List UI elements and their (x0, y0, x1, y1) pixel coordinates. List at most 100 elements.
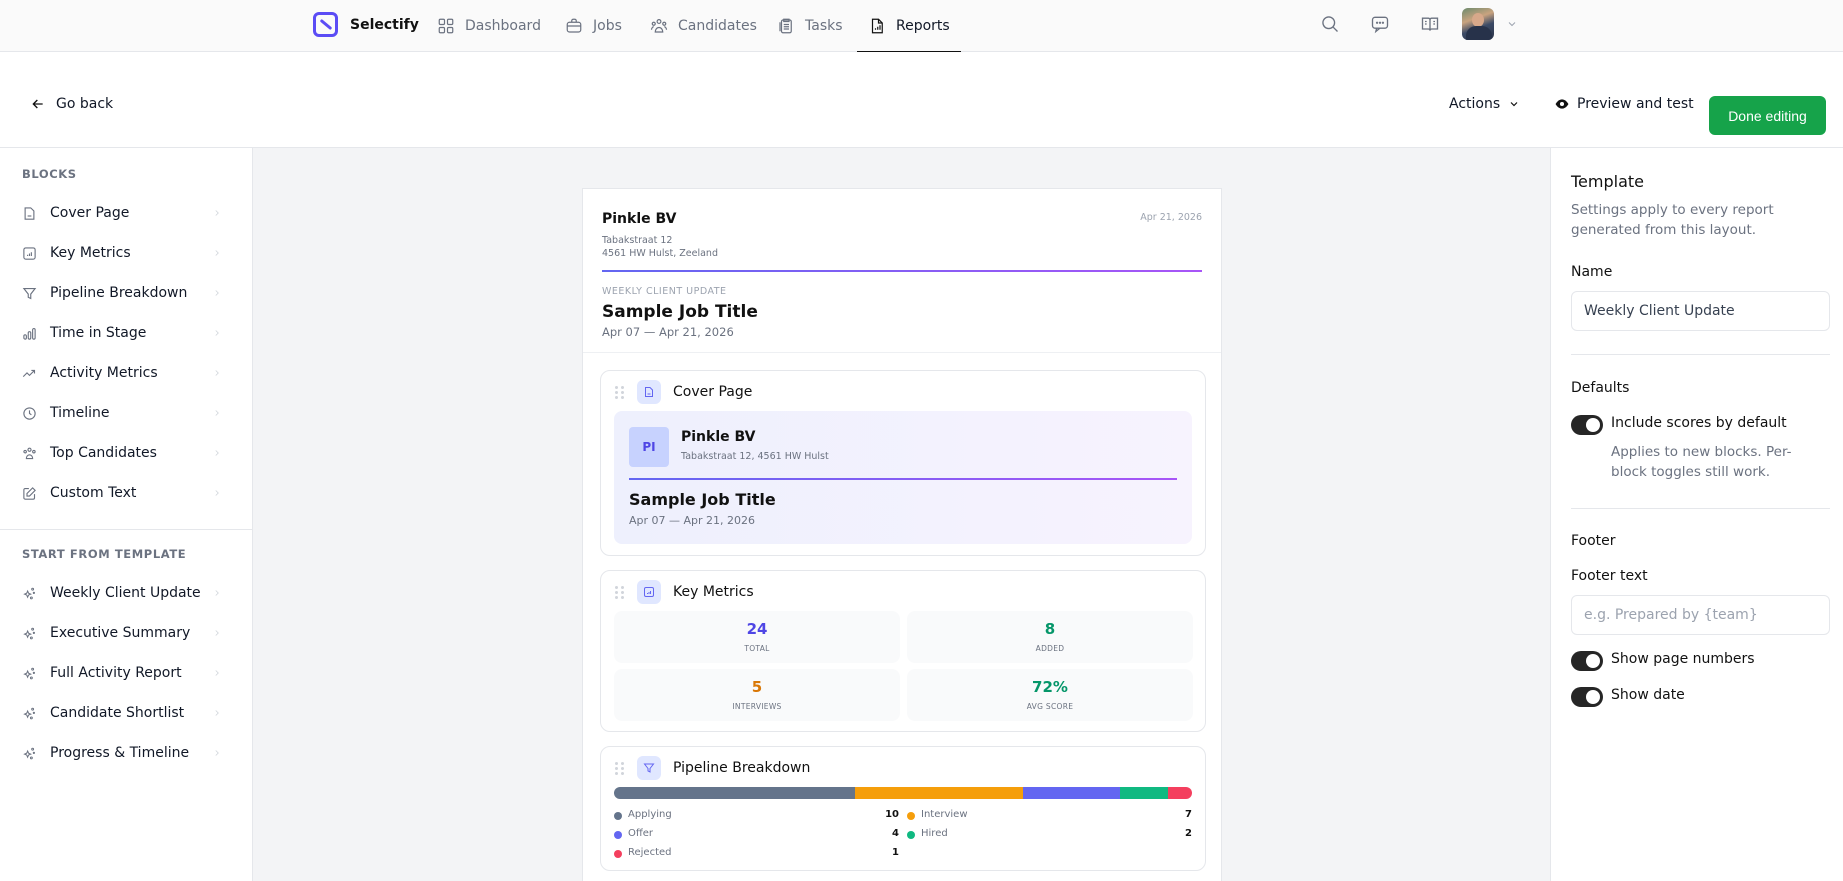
block-cover-page[interactable]: Cover Page PI Pinkle BV Tabakstraat 12, … (600, 370, 1206, 556)
go-back-label: Go back (56, 96, 114, 112)
blocks-section-title: BLOCKS (22, 167, 77, 181)
show-page-numbers-toggle[interactable] (1571, 651, 1603, 671)
blocks-sidebar: BLOCKS Cover Page Key Metrics Pipeline B… (0, 148, 253, 881)
legend-hired: Hired 2 (907, 828, 1192, 842)
gradient-divider (629, 478, 1177, 480)
include-scores-toggle[interactable] (1571, 415, 1603, 435)
header-separator (583, 352, 1221, 353)
template-executive-summary[interactable]: Executive Summary (0, 613, 253, 653)
include-scores-label: Include scores by default (1611, 415, 1787, 431)
sparkle-icon (23, 747, 35, 759)
report-title: Sample Job Title (602, 302, 758, 322)
cover-address: Tabakstraat 12, 4561 HW Hulst (681, 451, 829, 462)
drag-handle-icon[interactable] (615, 762, 625, 776)
sidebar-item-top-candidates[interactable]: Top Candidates (0, 433, 253, 473)
legend-offer: Offer 4 (614, 828, 899, 842)
chevron-right-icon (215, 330, 219, 336)
legend-applying: Applying 10 (614, 809, 899, 823)
block-pipeline-breakdown[interactable]: Pipeline Breakdown Applying 10 Interview 7… (600, 746, 1206, 871)
metric-avg-score: 72% AVG SCORE (907, 669, 1193, 721)
sidebar-item-custom-text[interactable]: Custom Text (0, 473, 253, 513)
template-weekly-client-update[interactable]: Weekly Client Update (0, 573, 253, 613)
chevron-right-icon (215, 370, 219, 376)
template-name-input[interactable] (1571, 291, 1830, 331)
chat-icon[interactable] (1370, 14, 1390, 34)
metric-added: 8 ADDED (907, 611, 1193, 663)
actions-label: Actions (1449, 96, 1501, 112)
sidebar-item-timeline[interactable]: Timeline (0, 393, 253, 433)
sidebar-item-time-in-stage[interactable]: Time in Stage (0, 313, 253, 353)
bar-applying (614, 787, 855, 799)
drag-handle-icon[interactable] (615, 386, 625, 400)
drag-handle-icon[interactable] (615, 586, 625, 600)
sidebar-divider (0, 529, 253, 530)
block-key-metrics[interactable]: Key Metrics 24 TOTAL 8 ADDED 5 INTERVIEW… (600, 570, 1206, 732)
nav-dashboard[interactable]: Dashboard (437, 0, 541, 52)
include-scores-help: Applies to new blocks. Per-block toggles… (1611, 444, 1792, 480)
template-progress-timeline[interactable]: Progress & Timeline (0, 733, 253, 773)
company-initials: PI (629, 427, 669, 467)
chevron-right-icon (215, 290, 219, 296)
go-back-button[interactable]: Go back (30, 96, 113, 112)
brand-name: Selectify (350, 16, 419, 33)
metric-total: 24 TOTAL (614, 611, 900, 663)
nav-jobs[interactable]: Jobs (565, 0, 622, 52)
search-icon[interactable] (1320, 14, 1340, 34)
template-candidate-shortlist[interactable]: Candidate Shortlist (0, 693, 253, 733)
report-file-icon (871, 18, 883, 34)
bar-hired (1119, 787, 1168, 799)
sidebar-item-cover-page[interactable]: Cover Page (0, 193, 253, 233)
chevron-right-icon (215, 630, 219, 636)
show-page-numbers-label: Show page numbers (1611, 651, 1755, 667)
users-icon (23, 447, 36, 459)
show-date-toggle[interactable] (1571, 687, 1603, 707)
pipeline-stacked-bar (614, 787, 1192, 799)
name-label: Name (1571, 264, 1613, 280)
chevron-right-icon (215, 670, 219, 676)
chevron-right-icon (215, 250, 219, 256)
edit-icon (23, 486, 36, 500)
done-editing-button[interactable]: Done editing (1709, 96, 1826, 135)
arrow-left-icon (32, 99, 43, 109)
nav-label: Dashboard (465, 18, 541, 34)
clipboard-icon (779, 18, 792, 34)
sidebar-item-pipeline-breakdown[interactable]: Pipeline Breakdown (0, 273, 253, 313)
sidebar-item-key-metrics[interactable]: Key Metrics (0, 233, 253, 273)
chevron-right-icon (215, 210, 219, 216)
trending-up-icon (22, 369, 36, 377)
sparkle-icon (23, 587, 35, 599)
sparkle-icon (23, 627, 35, 639)
top-nav: Selectify Dashboard Jobs Candidates Task… (0, 0, 1843, 53)
bar-chart-icon (23, 327, 36, 340)
block-title: Key Metrics (673, 584, 754, 600)
nav-tasks[interactable]: Tasks (777, 0, 843, 52)
footer-text-input[interactable] (1571, 595, 1830, 635)
funnel-icon (637, 756, 661, 780)
chevron-right-icon (215, 410, 219, 416)
grid-icon (438, 18, 454, 34)
block-title: Pipeline Breakdown (673, 760, 811, 776)
eye-icon (1555, 99, 1569, 109)
book-icon[interactable] (1420, 14, 1440, 34)
report-date: Apr 21, 2026 (1140, 212, 1202, 223)
chevron-down-icon[interactable] (1506, 18, 1518, 30)
panel-title: Template (1571, 172, 1645, 191)
actions-dropdown[interactable]: Actions (1449, 96, 1520, 112)
nav-candidates[interactable]: Candidates (650, 0, 757, 52)
nav-reports[interactable]: Reports (857, 0, 961, 53)
sidebar-item-activity-metrics[interactable]: Activity Metrics (0, 353, 253, 393)
preview-label: Preview and test (1577, 96, 1694, 112)
chart-box-icon (637, 580, 661, 604)
avatar[interactable] (1462, 8, 1494, 40)
cover-preview: PI Pinkle BV Tabakstraat 12, 4561 HW Hul… (614, 411, 1192, 544)
nav-label: Reports (896, 18, 950, 34)
panel-description: Settings apply to every report generated… (1571, 202, 1774, 238)
metric-interviews: 5 INTERVIEWS (614, 669, 900, 721)
chevron-right-icon (215, 490, 219, 496)
preview-button[interactable]: Preview and test (1555, 96, 1694, 112)
brand-logo[interactable]: Selectify (313, 12, 419, 37)
chevron-down-icon (1510, 102, 1518, 107)
template-full-activity-report[interactable]: Full Activity Report (0, 653, 253, 693)
editor-toolbar: Go back Actions Preview and test Done ed… (0, 52, 1843, 148)
file-icon (637, 380, 661, 404)
